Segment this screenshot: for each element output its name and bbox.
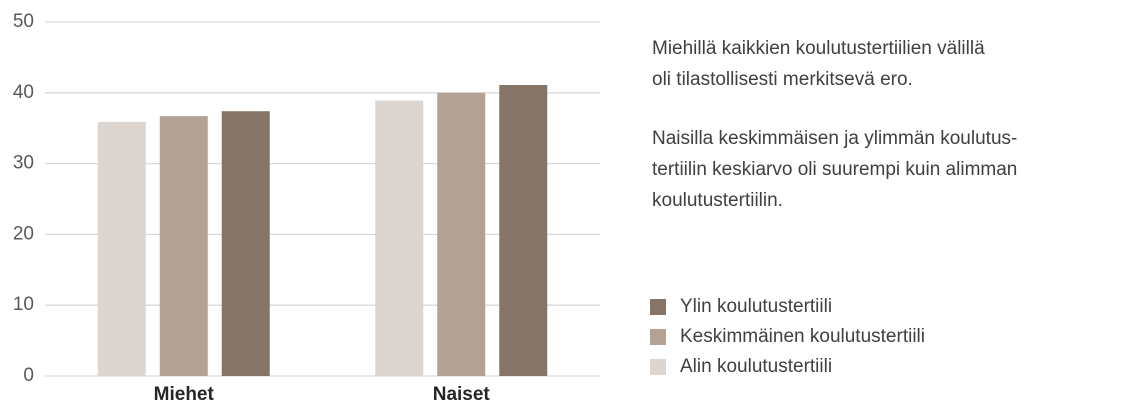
- y-tick-label: 10: [13, 294, 34, 315]
- x-tick-label: Naiset: [433, 384, 491, 405]
- legend-label: Alin koulutustertiili: [680, 356, 832, 377]
- y-tick-label: 50: [13, 11, 34, 32]
- bar: [499, 85, 548, 377]
- bar: [97, 121, 146, 376]
- bar: [375, 100, 424, 376]
- annotation: Naisilla keskimmäisen ja ylimmän koulutu…: [652, 128, 1017, 149]
- y-tick-label: 30: [13, 153, 34, 174]
- y-tick-label: 0: [23, 365, 34, 386]
- x-tick-label: Miehet: [154, 384, 215, 405]
- y-tick-label: 40: [13, 82, 34, 103]
- bar: [437, 92, 486, 377]
- y-tick-label: 20: [13, 223, 34, 244]
- legend-swatch: [650, 329, 666, 345]
- annotation: koulutustertiilin.: [652, 190, 783, 211]
- legend-label: Ylin koulutustertiili: [680, 296, 832, 317]
- legend-label: Keskimmäinen koulutustertiili: [680, 326, 925, 347]
- bar: [159, 116, 208, 376]
- annotation: Miehillä kaikkien koulutustertiilien väl…: [652, 38, 985, 59]
- bar: [221, 111, 270, 376]
- legend-swatch: [650, 299, 666, 315]
- legend-swatch: [650, 359, 666, 375]
- annotation: oli tilastollisesti merkitsevä ero.: [652, 69, 913, 90]
- annotation: tertiilin keskiarvo oli suurempi kuin al…: [652, 159, 1017, 180]
